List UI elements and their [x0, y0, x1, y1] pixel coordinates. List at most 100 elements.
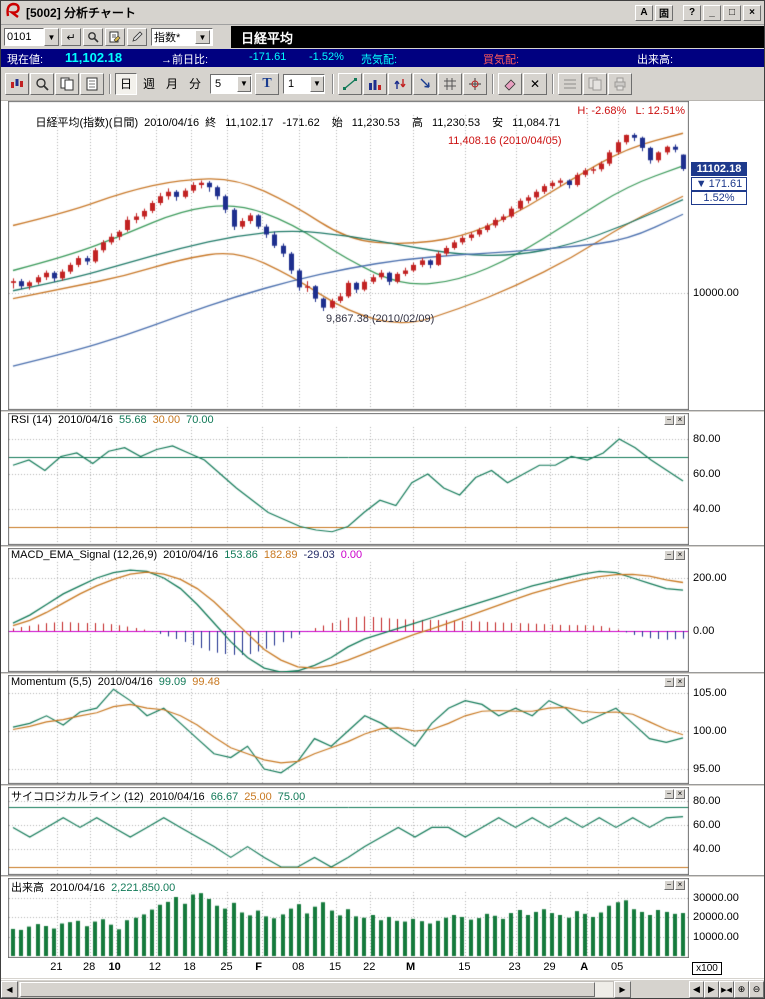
- step-left-button[interactable]: ◀: [689, 981, 704, 998]
- printer-icon: [614, 77, 626, 90]
- scrollbar-track[interactable]: [18, 981, 614, 998]
- macd-title: MACD_EMA_Signal (12,26,9): [11, 549, 158, 561]
- rsi-axis-label: 80.00: [693, 433, 721, 445]
- symbol-code-input[interactable]: [4, 28, 44, 46]
- pin-window-button[interactable]: 固: [655, 4, 673, 21]
- psychological-canvas[interactable]: [8, 787, 689, 875]
- panel-close-button[interactable]: ×: [675, 415, 685, 425]
- panel-close-button[interactable]: ×: [675, 677, 685, 687]
- x-axis-label: A: [580, 961, 589, 973]
- help-button[interactable]: ?: [683, 4, 701, 21]
- maximize-button[interactable]: □: [723, 4, 741, 21]
- panel-close-button[interactable]: ×: [675, 789, 685, 799]
- edit-button[interactable]: [127, 28, 147, 46]
- main-axis-label: 10000.00: [693, 287, 739, 299]
- count-dropdown-icon[interactable]: ▼: [310, 75, 324, 92]
- font-size-button[interactable]: A: [635, 4, 653, 21]
- search-button[interactable]: [83, 28, 103, 46]
- window-title: [5002] 分析チャート: [26, 6, 136, 20]
- title-bar: [5002] 分析チャート A 固 ? _ □ ×: [1, 1, 764, 25]
- fit-width-button[interactable]: ▶◀: [719, 981, 734, 998]
- quote-bar: 現在値: 11,102.18 →前日比: -171.61 -1.52% 売気配:…: [1, 49, 764, 67]
- toolbar-separator: [492, 73, 494, 94]
- minimize-button[interactable]: _: [703, 4, 721, 21]
- enter-button[interactable]: ↵: [61, 28, 81, 46]
- copy-chart-button[interactable]: [55, 72, 79, 95]
- period-weekly-button[interactable]: 週: [142, 77, 155, 91]
- zoom-in-button[interactable]: ⊕: [734, 981, 749, 998]
- chart-type-button[interactable]: [5, 72, 29, 95]
- copy-image-button[interactable]: [583, 72, 607, 95]
- line-style-button[interactable]: [558, 72, 582, 95]
- code-dropdown-button[interactable]: ▼: [44, 28, 59, 46]
- main-price-panel: 日経平均(指数)(日間) 2010/04/16 終 11,102.17 -171.6…: [1, 101, 764, 410]
- register-list-button[interactable]: [105, 28, 125, 46]
- panel-minimize-button[interactable]: −: [664, 880, 674, 890]
- new-page-button[interactable]: [80, 72, 104, 95]
- macd-canvas[interactable]: [8, 548, 689, 672]
- category-dropdown-icon[interactable]: ▼: [195, 30, 210, 44]
- period-minute-button[interactable]: 分: [188, 77, 201, 91]
- category-select[interactable]: 指数* ▼: [151, 28, 213, 46]
- arrow-tool-button[interactable]: [413, 72, 437, 95]
- x-axis-label: F: [255, 961, 262, 973]
- panel-minimize-button[interactable]: −: [664, 415, 674, 425]
- scroll-left-button[interactable]: ◀: [1, 981, 18, 998]
- panel-minimize-button[interactable]: −: [664, 677, 674, 687]
- trendline-button[interactable]: [338, 72, 362, 95]
- rsi-canvas[interactable]: [8, 413, 689, 545]
- main-chart-canvas[interactable]: [8, 101, 689, 410]
- x-axis-label: 10: [108, 961, 121, 973]
- panel-splitter[interactable]: [1, 410, 764, 413]
- momentum-canvas[interactable]: [8, 675, 689, 784]
- main-symbol-label: 日経平均(指数)(日間): [35, 117, 139, 129]
- period-monthly-button[interactable]: 月: [165, 77, 178, 91]
- close-button[interactable]: ×: [743, 4, 761, 21]
- zoom-out-button[interactable]: ⊖: [749, 981, 764, 998]
- last-price-tag: 11102.18: [691, 162, 747, 176]
- volume-panel: 出来高 2010/04/16 2,221,850.00 − ×: [1, 878, 764, 958]
- crosshair-icon: [469, 77, 481, 90]
- scrollbar-thumb[interactable]: [20, 982, 595, 997]
- delete-drawing-button[interactable]: ✕: [523, 72, 547, 95]
- panel-close-button[interactable]: ×: [675, 880, 685, 890]
- change-pct-value: -1.52%: [309, 51, 344, 63]
- line-style-icon: [564, 78, 576, 89]
- x-axis-label: 29: [543, 961, 556, 973]
- volume-canvas[interactable]: [8, 878, 689, 958]
- period-daily-button[interactable]: 日: [115, 72, 137, 95]
- bar-chart-button[interactable]: [363, 72, 387, 95]
- copy-icon: [60, 77, 74, 90]
- panel-close-button[interactable]: ×: [675, 550, 685, 560]
- minute-dropdown-icon[interactable]: ▼: [237, 75, 251, 92]
- panel-splitter[interactable]: [1, 545, 764, 548]
- momentum-panel: Momentum (5,5) 2010/04/16 99.09 99.48 − ×: [1, 675, 764, 784]
- grid-button[interactable]: [438, 72, 462, 95]
- panel-splitter[interactable]: [1, 875, 764, 878]
- volume-title: 出来高: [11, 882, 44, 894]
- x-axis-label: 15: [328, 961, 342, 973]
- page-icon: [86, 77, 98, 90]
- momentum-axis-label: 105.00: [693, 687, 727, 699]
- x-axis-label: 12: [148, 961, 161, 973]
- eraser-button[interactable]: [498, 72, 522, 95]
- chart-zoom-button[interactable]: [30, 72, 54, 95]
- trendline-icon: [343, 77, 357, 90]
- panel-minimize-button[interactable]: −: [664, 550, 674, 560]
- toolbar-separator: [552, 73, 554, 94]
- panel-minimize-button[interactable]: −: [664, 789, 674, 799]
- crosshair-button[interactable]: [463, 72, 487, 95]
- minute-interval-select[interactable]: 5 ▼: [210, 73, 252, 94]
- psychological-title: サイコロジカルライン (12): [11, 791, 144, 803]
- updown-marker-button[interactable]: [388, 72, 412, 95]
- x-axis-label: 23: [508, 961, 521, 973]
- tick-chart-button[interactable]: T: [255, 72, 279, 95]
- scroll-right-button[interactable]: ▶: [614, 981, 631, 998]
- print-button[interactable]: [608, 72, 632, 95]
- candlestick-icon: [11, 78, 23, 88]
- panel-splitter[interactable]: [1, 784, 764, 787]
- step-right-button[interactable]: ▶: [704, 981, 719, 998]
- bid-label: 買気配:: [483, 54, 520, 66]
- panel-splitter[interactable]: [1, 672, 764, 675]
- tick-count-select[interactable]: 1 ▼: [283, 73, 325, 94]
